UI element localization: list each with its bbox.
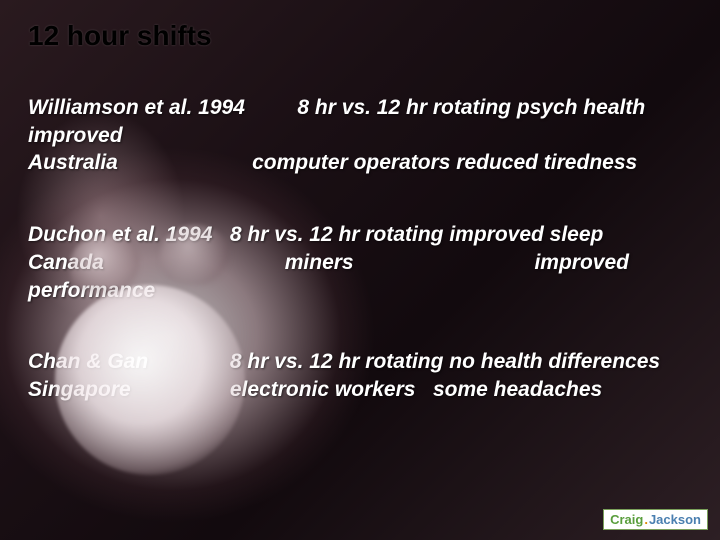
entry1-detail: computer operators reduced tiredness <box>252 151 637 174</box>
entry3-author: Chan & Gan <box>28 350 148 373</box>
slide: 12 hour shifts Williamson et al. 1994 8 … <box>0 0 720 540</box>
study-entry-1: Williamson et al. 1994 8 hr vs. 12 hr ro… <box>28 94 692 177</box>
entry1-country: Australia <box>28 151 118 174</box>
author-logo: Craig.Jackson <box>603 509 708 530</box>
entry1-comparison: 8 hr vs. 12 hr rotating psych health <box>297 96 645 119</box>
study-entry-3: Chan & Gan 8 hr vs. 12 hr rotating no he… <box>28 348 692 403</box>
entry3-comparison: 8 hr vs. 12 hr rotating no health differ… <box>230 350 660 373</box>
entry3-detail: electronic workers some headaches <box>230 378 602 401</box>
entry1-author: Williamson et al. 1994 <box>28 96 245 119</box>
logo-part-jackson: Jackson <box>649 512 701 527</box>
entry2-author: Duchon et al. 1994 <box>28 223 212 246</box>
logo-part-craig: Craig <box>610 512 643 527</box>
logo-dot: . <box>644 512 648 527</box>
entry2-outcome: performance <box>28 279 155 302</box>
entry2-detail: miners improved <box>285 251 629 274</box>
entry1-outcome-a: improved <box>28 124 123 147</box>
slide-title: 12 hour shifts <box>28 20 692 52</box>
study-entry-2: Duchon et al. 1994 8 hr vs. 12 hr rotati… <box>28 221 692 304</box>
entry2-comparison: 8 hr vs. 12 hr rotating improved sleep <box>230 223 603 246</box>
entry2-country: Canada <box>28 251 104 274</box>
entry3-country: Singapore <box>28 378 131 401</box>
